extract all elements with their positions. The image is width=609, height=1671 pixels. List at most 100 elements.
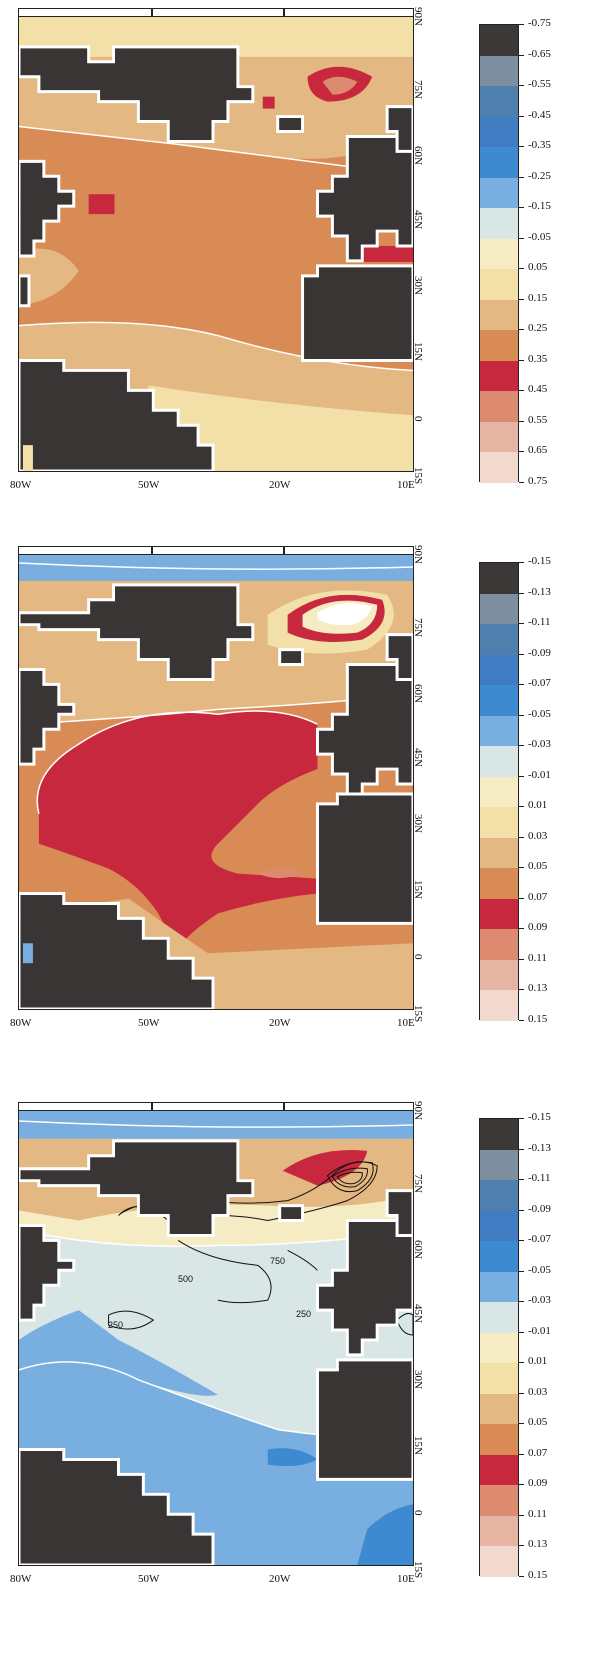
colorbar-level-label: 0.45 (528, 383, 548, 396)
contour-label-250-east: 250 (296, 1309, 312, 1319)
colorbar-swatch (480, 1302, 518, 1333)
lat-label-60n: 60N (412, 684, 424, 703)
colorbar-level-label: 0.75 (528, 475, 548, 487)
colorbar-tick (519, 329, 524, 331)
lat-label-0: 0 (412, 416, 424, 422)
colorbar-level-label: 0.07 (528, 890, 548, 903)
colorbar-tick (519, 897, 524, 899)
colorbar-tick (519, 1209, 524, 1211)
colorbar-swatch (480, 990, 518, 1021)
colorbar-swatch (480, 1149, 518, 1181)
colorbar-swatch (480, 208, 518, 239)
colorbar-tick (519, 1453, 524, 1455)
colorbar-swatch (480, 86, 518, 117)
colorbar-level-label: 0.05 (528, 261, 548, 274)
colorbar-swatch (480, 1332, 518, 1364)
colorbar-level-label: -0.05 (528, 230, 551, 243)
colorbar-tick (519, 1484, 524, 1486)
lat-label-75n: 75N (412, 80, 424, 99)
colorbar-tick (519, 775, 524, 777)
colorbar (479, 562, 519, 1021)
colorbar-swatch (480, 116, 518, 148)
lon-label-20w: 20W (269, 1017, 291, 1029)
map-panel-2: 80W 50W 20W 10E 90N 75N 60N 45N 30N 15N … (0, 538, 609, 1058)
colorbar-level-label: 0.35 (528, 352, 548, 365)
colorbar-level-label: -0.45 (528, 108, 551, 121)
colorbar-tick (519, 562, 524, 563)
lon-label-10e: 10E (397, 479, 415, 491)
colorbar-level-label: -0.07 (528, 677, 551, 690)
colorbar-swatch (480, 1210, 518, 1242)
colorbar-tick (519, 806, 524, 808)
colorbar-swatch (480, 868, 518, 899)
colorbar-tick (519, 420, 524, 422)
colorbar-swatch (480, 715, 518, 747)
colorbar-level-label: -0.15 (528, 200, 551, 213)
colorbar-swatch (480, 1393, 518, 1425)
colorbar-level-label: 0.55 (528, 413, 548, 426)
colorbar-tick (519, 1179, 524, 1181)
colorbar-tick (519, 714, 524, 716)
colorbar-swatch (480, 1515, 518, 1547)
lon-label-10e: 10E (397, 1573, 415, 1585)
lat-label-90n: 90N (412, 7, 424, 26)
colorbar-swatch (480, 177, 518, 209)
colorbar-level-label: -0.03 (528, 738, 551, 751)
lon-label-50w: 50W (138, 1017, 160, 1029)
colorbar-tick (519, 867, 524, 869)
colorbar-swatch (480, 898, 518, 930)
colorbar-level-label: 0.15 (528, 1569, 548, 1581)
colorbar-tick (519, 146, 524, 148)
colorbar-tick (519, 836, 524, 838)
colorbar-swatch (480, 746, 518, 777)
colorbar-level-label: 0.09 (528, 1477, 548, 1490)
colorbar-level-label: 0.09 (528, 921, 548, 934)
colorbar-level-label: 0.07 (528, 1446, 548, 1459)
map-panel-1: 80W 50W 20W 10E 90N 75N 60N 45N 30N 15N … (0, 0, 609, 520)
colorbar-level-label: -0.09 (528, 1202, 551, 1215)
lat-label-45n: 45N (412, 210, 424, 229)
colorbar-level-label: 0.25 (528, 322, 548, 335)
lat-label-75n: 75N (412, 618, 424, 637)
colorbar-swatch (480, 1363, 518, 1394)
colorbar-swatch (480, 685, 518, 716)
colorbar-level-label: -0.55 (528, 78, 551, 91)
colorbar-level-label: 0.03 (528, 1385, 548, 1398)
colorbar-tick (519, 176, 524, 178)
colorbar-level-label: -0.03 (528, 1294, 551, 1307)
colorbar-tick (519, 115, 524, 117)
colorbar-swatch (480, 837, 518, 869)
colorbar-level-label: -0.01 (528, 768, 551, 781)
colorbar-swatch (480, 929, 518, 960)
colorbar-tick (519, 928, 524, 930)
lat-label-15n: 15N (412, 342, 424, 361)
map-area (18, 1110, 414, 1566)
colorbar-swatch (480, 593, 518, 625)
lon-label-50w: 50W (138, 479, 160, 491)
colorbar-level-label: 0.01 (528, 799, 548, 812)
colorbar-level-label: -0.15 (528, 555, 551, 567)
lat-label-15s: 15S (412, 1005, 424, 1023)
colorbar-tick (519, 1545, 524, 1547)
colorbar-swatch (480, 1546, 518, 1577)
colorbar-tick (519, 1576, 524, 1577)
colorbar-level-label: -0.01 (528, 1324, 551, 1337)
lat-label-0: 0 (412, 954, 424, 960)
colorbar-swatch (480, 624, 518, 655)
lat-label-15n: 15N (412, 1436, 424, 1455)
colorbar-level-label: 0.13 (528, 982, 548, 995)
colorbar-level-label: 0.13 (528, 1538, 548, 1551)
lat-label-60n: 60N (412, 1240, 424, 1259)
colorbar-level-label: -0.05 (528, 707, 551, 720)
map-panel-3: 500 750 250 250 80W 50W 20W 10E 90N 75N … (0, 1094, 609, 1671)
lat-label-0: 0 (412, 1510, 424, 1516)
colorbar-tick (519, 1392, 524, 1394)
lon-label-80w: 80W (10, 479, 32, 491)
lat-label-30n: 30N (412, 1370, 424, 1389)
colorbar-level-label: 0.05 (528, 1416, 548, 1429)
colorbar-level-label: 0.15 (528, 291, 548, 304)
colorbar-tick (519, 54, 524, 56)
colorbar-level-label: -0.65 (528, 47, 551, 60)
colorbar-tick (519, 1020, 524, 1021)
colorbar-level-label: -0.05 (528, 1263, 551, 1276)
